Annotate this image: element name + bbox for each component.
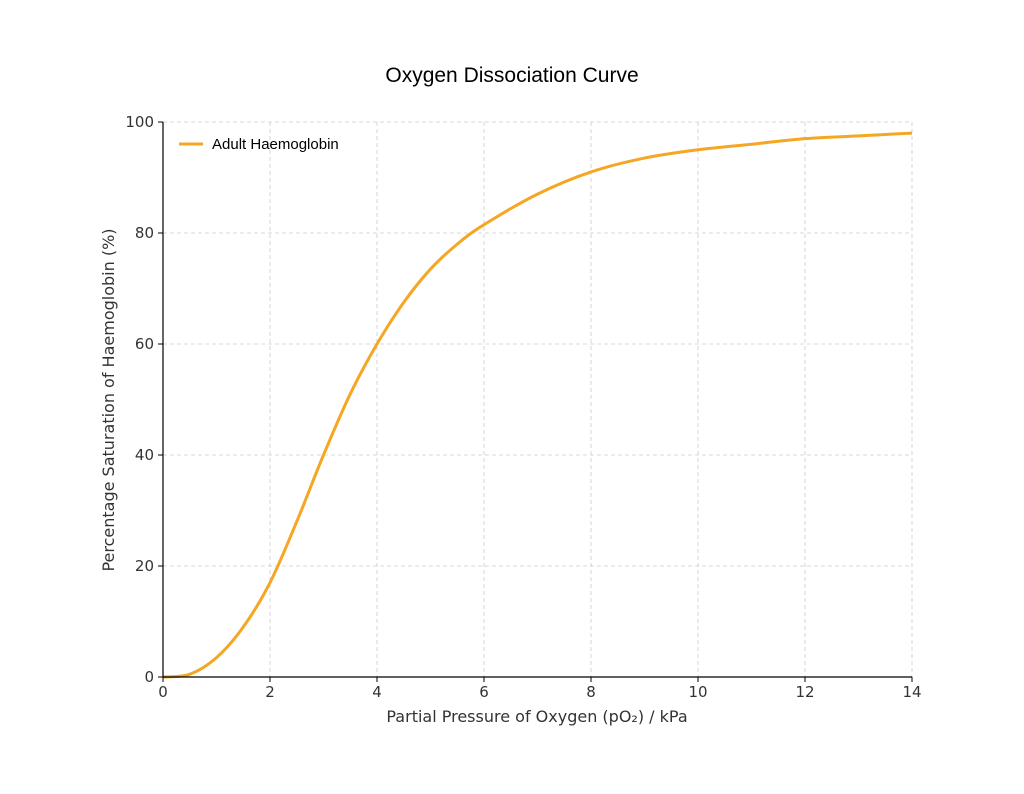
y-tick-label: 0 — [144, 668, 154, 686]
x-tick-label: 8 — [586, 683, 596, 701]
x-tick-label: 6 — [479, 683, 489, 701]
y-axis-label: Percentage Saturation of Haemoglobin (%) — [99, 228, 118, 571]
y-tick-label: 80 — [135, 224, 154, 242]
x-tick-label: 12 — [795, 683, 814, 701]
x-axis-label: Partial Pressure of Oxygen (pO₂) / kPa — [386, 707, 687, 726]
y-tick-label: 60 — [135, 335, 154, 353]
x-tick-label: 14 — [902, 683, 921, 701]
x-tick-label: 10 — [688, 683, 707, 701]
x-tick-label: 2 — [265, 683, 275, 701]
series-line-adult-haemoglobin — [162, 131, 913, 679]
y-tick-label: 40 — [135, 446, 154, 464]
plot-area — [162, 131, 913, 679]
y-tick-label: 100 — [125, 113, 154, 131]
x-tick-label: 0 — [158, 683, 168, 701]
ticks: 0 2 4 6 8 10 12 14 0 20 40 60 80 100 — [125, 113, 921, 701]
legend-label-adult-haemoglobin: Adult Haemoglobin — [212, 136, 339, 153]
axes — [162, 122, 912, 678]
legend: Adult Haemoglobin — [179, 136, 339, 153]
chart-title: Oxygen Dissociation Curve — [385, 64, 638, 87]
y-tick-label: 20 — [135, 557, 154, 575]
x-tick-label: 4 — [372, 683, 382, 701]
grid — [162, 121, 913, 678]
